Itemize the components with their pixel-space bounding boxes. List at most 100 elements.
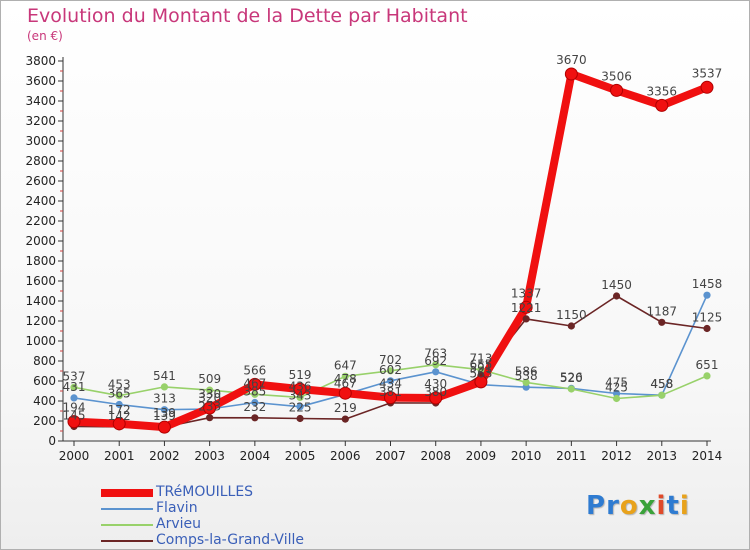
chart-series-points — [67, 67, 714, 434]
series-point — [338, 386, 352, 400]
series-point — [160, 383, 169, 391]
y-tick-label: 2600 — [25, 174, 56, 188]
x-tick-label: 2005 — [285, 449, 316, 463]
series-point — [160, 406, 169, 414]
data-label: 763 — [424, 347, 447, 361]
series-point — [474, 375, 488, 389]
data-label: 509 — [198, 372, 221, 386]
data-label: 430 — [424, 377, 447, 391]
x-tick-label: 2000 — [59, 449, 90, 463]
series-point — [251, 398, 259, 407]
data-label: 458 — [650, 377, 673, 391]
x-tick-label: 2008 — [420, 449, 451, 463]
data-label: 478 — [334, 372, 357, 386]
logo-letter: P — [586, 491, 607, 521]
data-label: 381 — [379, 385, 402, 399]
logo-letter: r — [606, 491, 620, 521]
series-point — [203, 401, 217, 415]
data-label: 713 — [469, 352, 492, 366]
series-point — [703, 372, 711, 380]
y-tick-label: 1800 — [25, 254, 56, 268]
legend-swatch — [101, 524, 153, 526]
x-tick-label: 2010 — [511, 449, 542, 463]
series-point — [432, 368, 440, 376]
data-label: 467 — [334, 376, 357, 390]
series-point — [567, 385, 575, 393]
data-label: 458 — [650, 377, 673, 391]
y-tick-label: 600 — [33, 374, 56, 388]
series-point — [115, 392, 123, 400]
series-point — [522, 378, 530, 386]
data-label: 651 — [696, 358, 719, 372]
chart-unit: (en €) — [27, 29, 63, 43]
series-point — [386, 367, 395, 375]
series-point — [112, 417, 126, 431]
data-label: 380 — [424, 385, 447, 399]
y-tick-label: 1200 — [25, 314, 56, 328]
series-point — [703, 324, 711, 333]
data-label: 320 — [198, 391, 221, 405]
logo-letter: o — [619, 491, 639, 521]
x-tick-label: 2011 — [556, 449, 587, 463]
data-label: 519 — [289, 368, 312, 382]
y-tick-label: 400 — [33, 394, 56, 408]
data-label: 702 — [379, 353, 402, 367]
series-point — [70, 394, 78, 402]
data-label: 139 — [153, 409, 176, 423]
data-label: 538 — [515, 369, 538, 383]
y-tick-label: 3200 — [25, 114, 56, 128]
series-point — [610, 83, 624, 97]
data-label: 1125 — [692, 311, 723, 325]
y-tick-label: 1600 — [25, 274, 56, 288]
data-label: 172 — [108, 403, 131, 417]
x-tick-label: 2013 — [647, 449, 678, 463]
data-label: 145 — [63, 409, 86, 423]
data-label: 1150 — [556, 308, 587, 322]
x-tick-label: 2002 — [149, 449, 180, 463]
x-tick-label: 2012 — [601, 449, 632, 463]
data-label: 1458 — [692, 277, 723, 291]
series-point — [612, 394, 621, 403]
series-point — [157, 420, 171, 434]
data-label: 475 — [605, 376, 628, 390]
series-point — [296, 403, 304, 411]
series-point — [564, 67, 578, 81]
series-point — [658, 318, 666, 326]
legend-swatch — [101, 489, 153, 497]
series-point — [703, 291, 711, 299]
series-point — [251, 390, 259, 398]
chart-axes: 0 200 400 600 800 1000 1200 1400 1600 1800 2000 220… — [25, 54, 722, 463]
y-tick-label: 0 — [48, 434, 56, 448]
data-label: 602 — [379, 363, 402, 377]
data-label: 194 — [63, 401, 86, 415]
y-tick-label: 200 — [33, 414, 56, 428]
series-point — [67, 415, 81, 429]
x-tick-label: 2003 — [194, 449, 225, 463]
data-label: 541 — [153, 369, 176, 383]
series-point — [700, 80, 714, 94]
data-label: 520 — [560, 371, 583, 385]
proxiti-logo: Proxiti — [586, 491, 690, 521]
y-tick-label: 800 — [33, 354, 56, 368]
data-label: 142 — [108, 409, 131, 423]
series-point — [477, 366, 485, 374]
data-label: 692 — [424, 354, 447, 368]
y-tick-label: 3600 — [25, 74, 56, 88]
series-point — [386, 377, 395, 385]
y-tick-label: 1000 — [25, 334, 56, 348]
data-label: 3506 — [601, 69, 632, 83]
series-point — [70, 383, 78, 391]
data-label: 232 — [243, 400, 266, 414]
data-label: 425 — [605, 381, 628, 395]
data-label: 233 — [198, 400, 221, 414]
data-label: 647 — [334, 358, 357, 372]
data-label: 453 — [108, 378, 131, 392]
legend-label: Flavin — [156, 500, 198, 516]
series-point — [251, 414, 259, 422]
data-label: 365 — [108, 387, 131, 401]
logo-letter: x — [638, 491, 657, 521]
y-tick-label: 3400 — [25, 94, 56, 108]
